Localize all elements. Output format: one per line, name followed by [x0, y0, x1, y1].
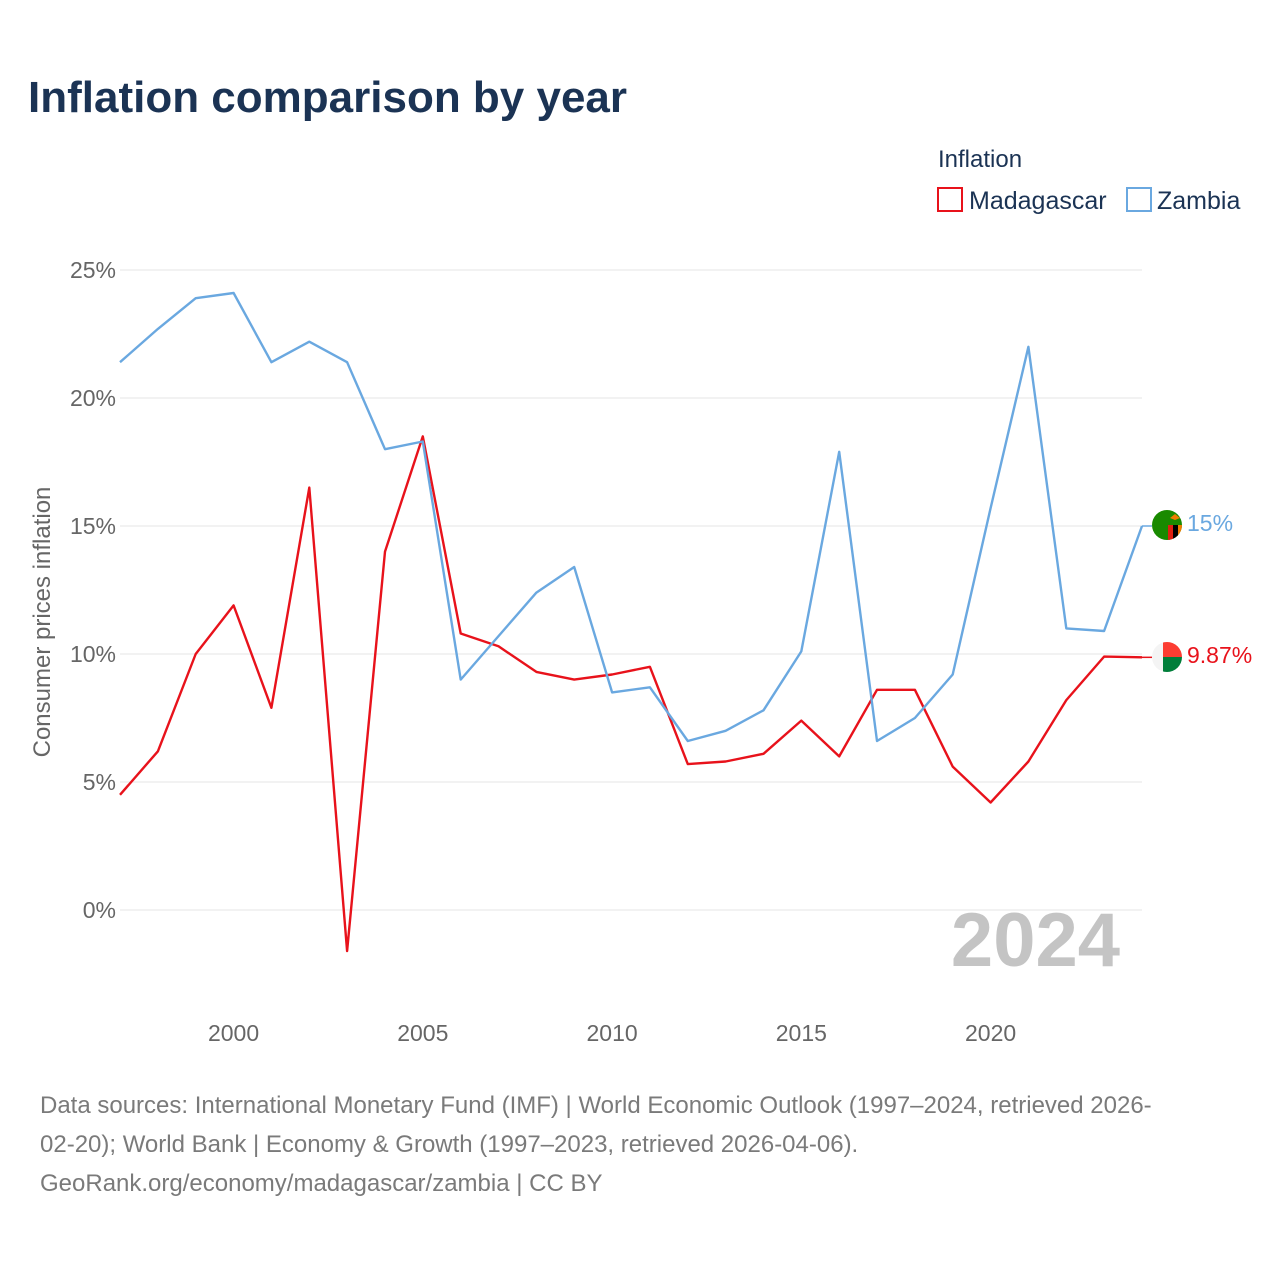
- legend-item-madagascar[interactable]: Madagascar: [937, 187, 1107, 215]
- source-line-1: Data sources: International Monetary Fun…: [40, 1092, 1152, 1119]
- y-tick-label: 5%: [83, 769, 116, 795]
- legend: Inflation Madagascar Zambia: [937, 146, 1240, 215]
- end-label-madagascar: 9.87%: [1187, 642, 1252, 668]
- legend-title: Inflation: [938, 146, 1022, 173]
- y-tick-label: 0%: [83, 897, 116, 923]
- y-axis-title: Consumer prices inflation: [29, 487, 56, 758]
- x-tick-label: 2005: [397, 1020, 448, 1046]
- legend-swatch-madagascar: [937, 187, 963, 212]
- x-tick-label: 2010: [586, 1020, 637, 1046]
- chart-title: Inflation comparison by year: [28, 73, 627, 122]
- source-line-3[interactable]: GeoRank.org/economy/madagascar/zambia | …: [40, 1170, 603, 1197]
- series-line-madagascar[interactable]: [119, 435, 1143, 953]
- legend-label-zambia: Zambia: [1157, 187, 1240, 215]
- y-tick-label: 10%: [70, 641, 116, 667]
- y-tick-label: 25%: [70, 257, 116, 283]
- year-watermark: 2024: [951, 898, 1120, 983]
- end-labels: 15% 9.87%: [1187, 510, 1252, 668]
- source-notes: Data sources: International Monetary Fun…: [40, 1092, 1152, 1197]
- legend-item-zambia[interactable]: Zambia: [1126, 187, 1240, 215]
- legend-swatch-zambia: [1126, 187, 1152, 212]
- zambia-flag-icon: [1152, 510, 1182, 540]
- end-label-zambia: 15%: [1187, 510, 1233, 536]
- madagascar-flag-icon: [1152, 642, 1182, 672]
- x-axis: 2000 2005 2010 2015 2020: [208, 1020, 1016, 1046]
- x-tick-label: 2000: [208, 1020, 259, 1046]
- y-tick-label: 20%: [70, 385, 116, 411]
- series-layer: [119, 291, 1152, 953]
- x-tick-label: 2020: [965, 1020, 1016, 1046]
- y-axis: 0% 5% 10% 15% 20% 25%: [70, 257, 116, 923]
- legend-label-madagascar: Madagascar: [969, 187, 1107, 215]
- grid: [120, 269, 1142, 911]
- y-tick-label: 15%: [70, 513, 116, 539]
- x-tick-label: 2015: [776, 1020, 827, 1046]
- source-line-2: 02-20); World Bank | Economy & Growth (1…: [40, 1131, 858, 1158]
- series-line-zambia[interactable]: [119, 291, 1144, 743]
